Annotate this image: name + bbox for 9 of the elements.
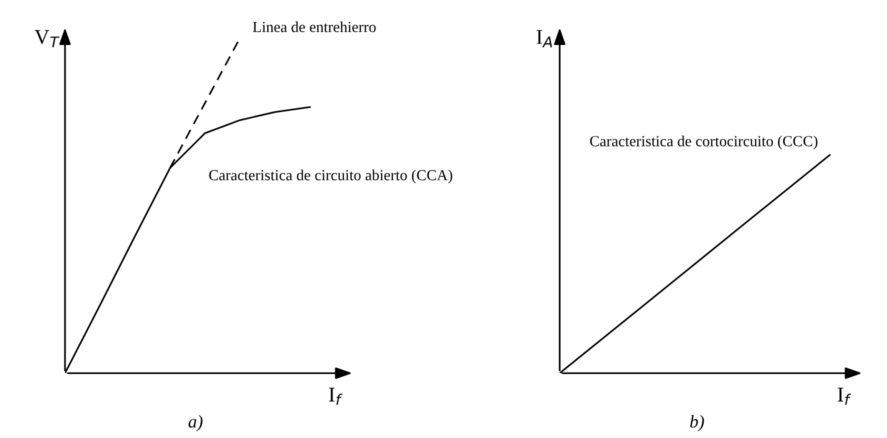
series-label: Caracteristica de cortocircuito (CCC) bbox=[590, 136, 818, 150]
y-axis-title: I$_{A}$ bbox=[536, 30, 552, 48]
series-label: Caracteristica de circuito abierto (CCA) bbox=[209, 170, 452, 184]
text: a) bbox=[188, 414, 203, 432]
x-axis-title: I$_{f}$ bbox=[838, 388, 852, 405]
y-axis-title: V$_{T}$ bbox=[34, 30, 60, 48]
x-axis-title: I$_{f}$ bbox=[329, 388, 342, 405]
text: b) bbox=[690, 414, 704, 432]
series-label: Linea de entrehierro bbox=[252, 21, 376, 32]
